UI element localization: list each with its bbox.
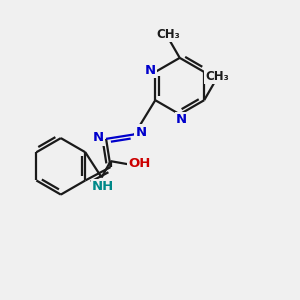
Text: OH: OH [128, 157, 151, 170]
Text: CH₃: CH₃ [157, 28, 181, 41]
Text: CH₃: CH₃ [205, 70, 229, 83]
Text: N: N [135, 125, 146, 139]
Text: NH: NH [92, 180, 114, 193]
Text: N: N [144, 64, 155, 77]
Text: N: N [93, 131, 104, 145]
Text: N: N [176, 113, 187, 126]
